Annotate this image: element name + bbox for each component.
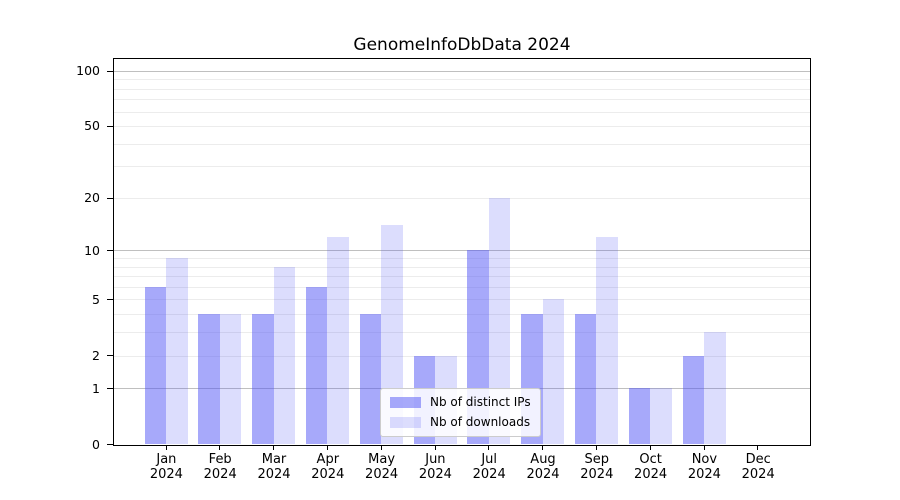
- y-tick-label: 0: [92, 436, 100, 452]
- y-tick: [107, 444, 113, 446]
- major-gridline: [114, 250, 810, 252]
- x-tick-label: May 2024: [365, 452, 399, 482]
- minor-gridline: [114, 197, 810, 199]
- chart-title: GenomeInfoDbData 2024: [353, 35, 571, 55]
- bar-distinct-ips-may: [359, 314, 382, 445]
- legend: Nb of distinct IPs Nb of downloads: [380, 388, 541, 437]
- x-tick: [757, 445, 759, 450]
- y-tick: [107, 197, 113, 199]
- x-tick: [380, 445, 382, 450]
- x-tick: [273, 445, 275, 450]
- x-tick: [488, 445, 490, 450]
- legend-swatch-downloads: [390, 417, 421, 429]
- x-tick: [542, 445, 544, 450]
- y-tick: [107, 299, 113, 301]
- y-tick: [107, 250, 113, 252]
- minor-gridline: [114, 332, 810, 334]
- minor-gridline: [114, 126, 810, 128]
- bar-downloads-apr: [327, 236, 349, 445]
- bar-distinct-ips-feb: [198, 314, 220, 445]
- x-tick: [219, 445, 221, 450]
- x-tick-label: Jul 2024: [472, 452, 506, 482]
- legend-item-distinct-ips: Nb of distinct IPs: [390, 395, 531, 409]
- bar-downloads-aug: [542, 299, 565, 445]
- bar-distinct-ips-nov: [682, 355, 704, 445]
- y-tick-label: 1: [92, 380, 100, 396]
- bar-downloads-oct: [650, 388, 672, 445]
- x-tick-label: Mar 2024: [257, 452, 291, 482]
- y-tick: [107, 125, 113, 127]
- legend-label-distinct-ips: Nb of distinct IPs: [430, 395, 531, 409]
- bar-distinct-ips-oct: [628, 388, 651, 445]
- x-tick-label: Aug 2024: [526, 452, 560, 482]
- minor-gridline: [114, 276, 810, 278]
- minor-gridline: [114, 286, 810, 288]
- bar-downloads-nov: [704, 332, 726, 445]
- x-tick-label: Apr 2024: [311, 452, 345, 482]
- bar-distinct-ips-jan: [144, 286, 166, 445]
- bar-distinct-ips-sep: [574, 314, 597, 445]
- minor-gridline: [114, 99, 810, 101]
- bar-downloads-sep: [596, 236, 618, 445]
- major-gridline: [114, 70, 810, 72]
- y-tick: [107, 70, 113, 72]
- minor-gridline: [114, 355, 810, 357]
- bar-downloads-jan: [166, 257, 188, 445]
- minor-gridline: [114, 79, 810, 81]
- minor-gridline: [114, 314, 810, 316]
- bar-distinct-ips-mar: [252, 314, 274, 445]
- x-tick-label: Jan 2024: [149, 452, 183, 482]
- y-tick-label: 5: [92, 291, 100, 307]
- minor-gridline: [114, 166, 810, 168]
- minor-gridline: [114, 143, 810, 145]
- x-tick: [649, 445, 651, 450]
- bar-downloads-feb: [219, 314, 242, 445]
- bar-downloads-jul: [488, 197, 511, 445]
- y-tick-label: 50: [84, 118, 100, 134]
- minor-gridline: [114, 299, 810, 301]
- x-tick-label: Sep 2024: [580, 452, 614, 482]
- y-tick-label: 10: [84, 242, 100, 258]
- bar-downloads-mar: [273, 266, 296, 445]
- x-tick: [326, 445, 328, 450]
- x-tick: [434, 445, 436, 450]
- x-tick-label: Nov 2024: [687, 452, 721, 482]
- y-tick-label: 2: [92, 347, 100, 363]
- x-tick-label: Dec 2024: [741, 452, 775, 482]
- x-tick: [703, 445, 705, 450]
- x-tick-label: Oct 2024: [634, 452, 668, 482]
- minor-gridline: [114, 111, 810, 113]
- legend-label-downloads: Nb of downloads: [430, 415, 531, 430]
- legend-item-downloads: Nb of downloads: [390, 415, 531, 429]
- y-tick: [107, 355, 113, 357]
- x-tick-label: Feb 2024: [203, 452, 237, 482]
- y-tick-label: 100: [76, 63, 100, 79]
- x-tick: [165, 445, 167, 450]
- minor-gridline: [114, 266, 810, 268]
- minor-gridline: [114, 88, 810, 90]
- y-tick-label: 20: [84, 190, 100, 206]
- minor-gridline: [114, 257, 810, 259]
- bar-distinct-ips-apr: [305, 286, 328, 445]
- x-tick: [595, 445, 597, 450]
- x-tick-label: Jun 2024: [418, 452, 452, 482]
- legend-swatch-distinct-ips: [390, 396, 421, 408]
- y-tick: [107, 388, 113, 390]
- plot-area: Nb of distinct IPs Nb of downloads: [113, 58, 811, 450]
